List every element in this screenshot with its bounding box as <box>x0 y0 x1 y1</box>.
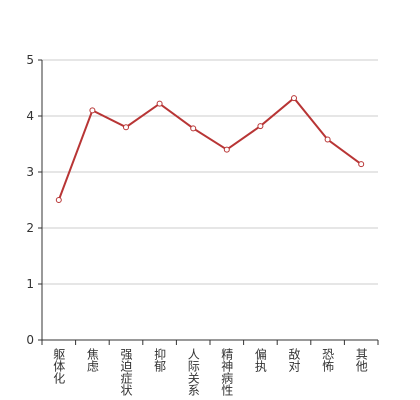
x-tick-label: 敌对 <box>287 347 301 372</box>
point <box>89 107 96 114</box>
x-tick-label: 人际关系 <box>186 348 200 396</box>
x-tick-label: 焦虑 <box>85 348 99 372</box>
x-tick-label: 其他 <box>354 348 368 372</box>
point <box>123 124 129 131</box>
y-tick-label: 2 <box>26 221 34 235</box>
y-tick-label: 0 <box>26 333 34 347</box>
y-tick-label: 4 <box>26 109 34 123</box>
point <box>257 123 264 130</box>
y-tick-label: 5 <box>26 53 34 67</box>
point <box>156 100 163 107</box>
x-tick-label: 强迫症状 <box>119 348 133 396</box>
point <box>190 125 197 132</box>
y-tick-label: 3 <box>26 165 34 179</box>
y-tick-label: 1 <box>26 277 34 291</box>
point <box>324 136 331 143</box>
x-tick-label: 偏执 <box>253 347 267 373</box>
x-tick-label: 躯体化 <box>52 347 66 385</box>
line <box>57 96 362 201</box>
point <box>223 146 230 153</box>
point <box>291 95 297 102</box>
x-tick-label: 恐怖 <box>321 348 335 372</box>
point <box>55 197 62 203</box>
x-tick-label: 精神病性 <box>220 348 234 397</box>
point <box>358 161 365 168</box>
x-tick-label: 抑郁 <box>153 347 167 373</box>
